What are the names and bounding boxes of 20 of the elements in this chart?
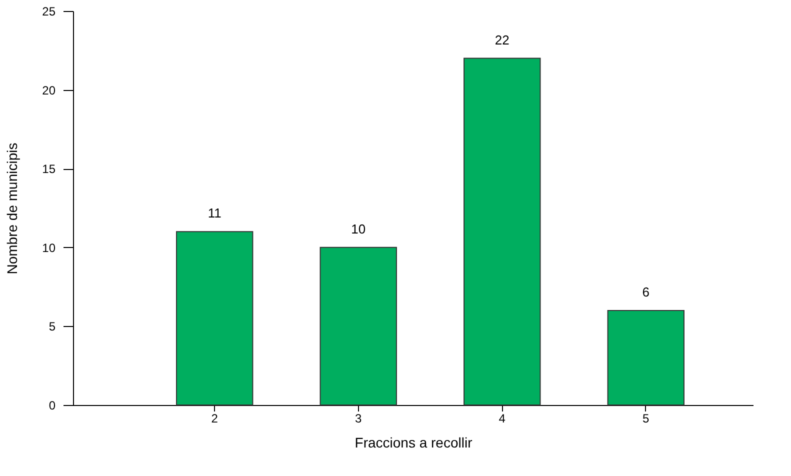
y-tick-label: 0: [48, 398, 56, 412]
bar: [607, 310, 684, 406]
bar: [176, 231, 254, 406]
data-label: 22: [494, 32, 510, 48]
x-tick-label: 2: [211, 412, 218, 426]
x-tick-label: 3: [355, 412, 362, 426]
data-label: 10: [351, 221, 366, 236]
y-tick-label: 15: [42, 162, 56, 176]
x-axis-title: Fraccions a recollir: [354, 434, 473, 450]
y-axis-title: Nombre de municipis: [4, 142, 20, 274]
y-tick-label: 5: [48, 320, 56, 334]
data-label: 6: [642, 284, 650, 300]
x-tick-label: 4: [498, 412, 506, 426]
bar: [464, 58, 541, 406]
y-tick-label: 25: [42, 4, 56, 18]
y-tick-label: 20: [42, 83, 56, 98]
x-tick-label: 5: [642, 412, 650, 426]
y-tick-label: 10: [42, 240, 56, 255]
data-label: 11: [208, 206, 222, 221]
bar: [320, 246, 397, 406]
